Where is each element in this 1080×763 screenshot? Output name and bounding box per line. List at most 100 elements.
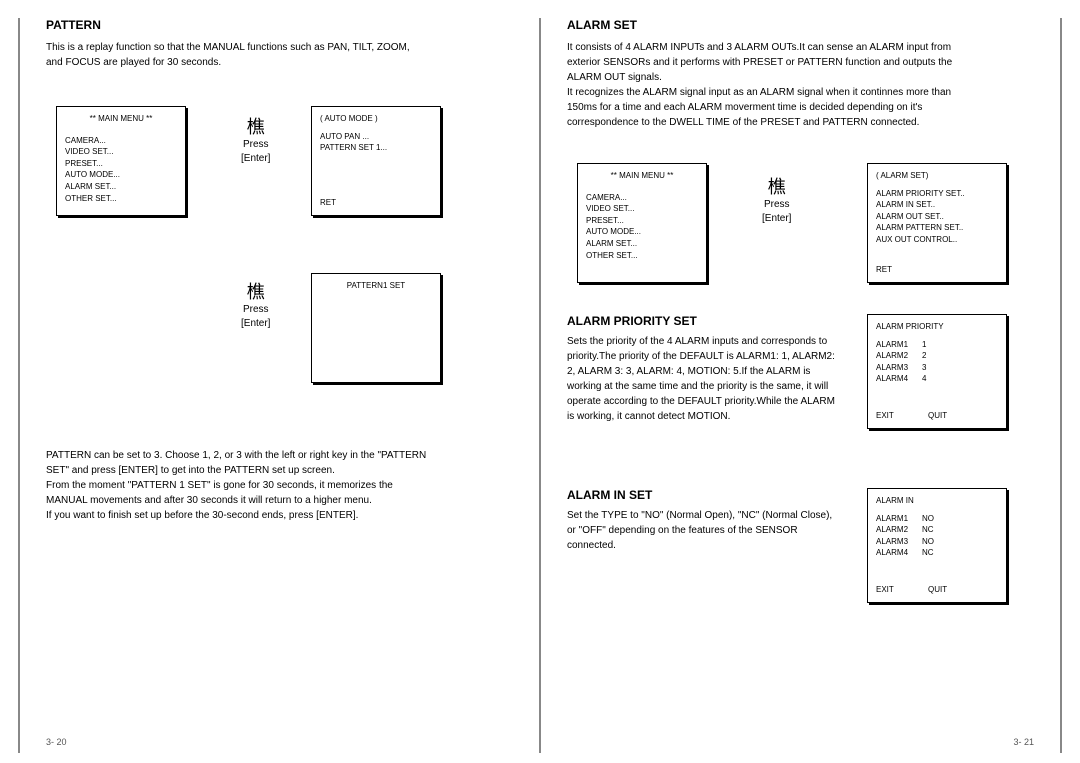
text-line: If you want to finish set up before the … bbox=[46, 508, 513, 523]
text-line: This is a replay function so that the MA… bbox=[46, 40, 513, 55]
text-line: 150ms for a time and each ALARM movermen… bbox=[567, 100, 1034, 115]
main-menu-box: ** MAIN MENU ** CAMERA... VIDEO SET... P… bbox=[56, 106, 186, 216]
text-line: It consists of 4 ALARM INPUTs and 3 ALAR… bbox=[567, 40, 1034, 55]
page-number: 3- 20 bbox=[46, 737, 67, 747]
ret-label: RET bbox=[320, 197, 336, 209]
quit-label: QUIT bbox=[928, 410, 947, 422]
text-line: operate according to the DEFAULT priorit… bbox=[567, 394, 857, 409]
text-line: and FOCUS are played for 30 seconds. bbox=[46, 55, 513, 70]
alarm-in-table: ALARM1NO ALARM2NC ALARM3NO ALARM4NC bbox=[876, 513, 948, 559]
text-line: connected. bbox=[567, 538, 857, 553]
cell: 2 bbox=[922, 350, 940, 362]
press-label: Press bbox=[241, 303, 270, 317]
menu-title: PATTERN1 SET bbox=[320, 280, 432, 292]
alarm-priority-box: ALARM PRIORITY ALARM11 ALARM22 ALARM33 A… bbox=[867, 314, 1007, 429]
menu-item: PRESET... bbox=[586, 215, 698, 227]
heading-pattern: PATTERN bbox=[46, 18, 513, 32]
menu-item: VIDEO SET... bbox=[586, 203, 698, 215]
menu-item: OTHER SET... bbox=[586, 250, 698, 262]
exit-label: EXIT bbox=[876, 410, 894, 422]
auto-mode-box: ( AUTO MODE ) AUTO PAN ... PATTERN SET 1… bbox=[311, 106, 441, 216]
heading-alarm-in: ALARM IN SET bbox=[567, 488, 652, 502]
heading-alarm-priority: ALARM PRIORITY SET bbox=[567, 314, 697, 328]
text-line: working at the same time and the priorit… bbox=[567, 379, 857, 394]
cell: NC bbox=[922, 547, 948, 559]
menu-item: PATTERN SET 1... bbox=[320, 142, 432, 154]
alarm-in-box: ALARM IN ALARM1NO ALARM2NC ALARM3NO ALAR… bbox=[867, 488, 1007, 603]
press-label: [Enter] bbox=[241, 317, 270, 331]
text-line: It recognizes the ALARM signal input as … bbox=[567, 85, 1034, 100]
page-right: ALARM SET It consists of 4 ALARM INPUTs … bbox=[549, 18, 1052, 753]
text-line: exterior SENSORs and it performs with PR… bbox=[567, 55, 1034, 70]
press-label: Press bbox=[762, 198, 791, 212]
menu-item: ALARM SET... bbox=[586, 238, 698, 250]
cell: NO bbox=[922, 536, 948, 548]
press-enter: 樵 Press [Enter] bbox=[762, 178, 791, 226]
cell: ALARM4 bbox=[876, 547, 922, 559]
press-label: Press bbox=[241, 138, 270, 152]
cell: 1 bbox=[922, 339, 940, 351]
cell: ALARM4 bbox=[876, 373, 922, 385]
menu-item: PRESET... bbox=[65, 158, 177, 170]
menu-item: VIDEO SET... bbox=[65, 146, 177, 158]
arrow-icon: 樵 bbox=[241, 118, 270, 136]
text-line: SET" and press [ENTER] to get into the P… bbox=[46, 463, 513, 478]
press-label: [Enter] bbox=[241, 152, 270, 166]
cell: ALARM1 bbox=[876, 513, 922, 525]
text-line: From the moment "PATTERN 1 SET" is gone … bbox=[46, 478, 513, 493]
text-line: PATTERN can be set to 3. Choose 1, 2, or… bbox=[46, 448, 513, 463]
divider-center bbox=[539, 18, 541, 753]
page-left: PATTERN This is a replay function so tha… bbox=[28, 18, 531, 753]
pattern-paragraph: PATTERN can be set to 3. Choose 1, 2, or… bbox=[46, 448, 513, 523]
menu-title: ** MAIN MENU ** bbox=[65, 113, 177, 125]
cell: NC bbox=[922, 524, 948, 536]
cell: NO bbox=[922, 513, 948, 525]
ret-label: RET bbox=[876, 264, 892, 276]
quit-label: QUIT bbox=[928, 584, 947, 596]
alarm-set-box: ( ALARM SET) ALARM PRIORITY SET.. ALARM … bbox=[867, 163, 1007, 283]
text-line: priority.The priority of the DEFAULT is … bbox=[567, 349, 857, 364]
menu-title: ALARM PRIORITY bbox=[876, 321, 998, 333]
press-enter: 樵 Press [Enter] bbox=[241, 118, 270, 166]
menu-title: ( ALARM SET) bbox=[876, 170, 998, 182]
page-number: 3- 21 bbox=[1013, 737, 1034, 747]
exit-label: EXIT bbox=[876, 584, 894, 596]
menu-item: AUTO MODE... bbox=[586, 226, 698, 238]
menu-item: AUX OUT CONTROL.. bbox=[876, 234, 998, 246]
divider-right bbox=[1060, 18, 1062, 753]
text-line: Set the TYPE to "NO" (Normal Open), "NC"… bbox=[567, 508, 857, 523]
text-line: is working, it cannot detect MOTION. bbox=[567, 409, 857, 424]
priority-paragraph: Sets the priority of the 4 ALARM inputs … bbox=[567, 334, 857, 424]
in-paragraph: Set the TYPE to "NO" (Normal Open), "NC"… bbox=[567, 508, 857, 553]
main-menu-box: ** MAIN MENU ** CAMERA... VIDEO SET... P… bbox=[577, 163, 707, 283]
menu-item: AUTO MODE... bbox=[65, 169, 177, 181]
menu-item: ALARM PATTERN SET.. bbox=[876, 222, 998, 234]
menu-title: ALARM IN bbox=[876, 495, 998, 507]
text-line: MANUAL movements and after 30 seconds it… bbox=[46, 493, 513, 508]
cell: 4 bbox=[922, 373, 940, 385]
pattern1-box: PATTERN1 SET bbox=[311, 273, 441, 383]
menu-item: CAMERA... bbox=[586, 192, 698, 204]
divider-left bbox=[18, 18, 20, 753]
cell: ALARM3 bbox=[876, 362, 922, 374]
menu-item: AUTO PAN ... bbox=[320, 131, 432, 143]
cell: ALARM2 bbox=[876, 524, 922, 536]
spread: PATTERN This is a replay function so tha… bbox=[0, 0, 1080, 763]
menu-title: ( AUTO MODE ) bbox=[320, 113, 432, 125]
menu-item: ALARM IN SET.. bbox=[876, 199, 998, 211]
text-line: correspondence to the DWELL TIME of the … bbox=[567, 115, 1034, 130]
menu-item: CAMERA... bbox=[65, 135, 177, 147]
menu-title: ** MAIN MENU ** bbox=[586, 170, 698, 182]
heading-alarm-set: ALARM SET bbox=[567, 18, 1034, 32]
text-line: or "OFF" depending on the features of th… bbox=[567, 523, 857, 538]
cell: 3 bbox=[922, 362, 940, 374]
menu-item: ALARM PRIORITY SET.. bbox=[876, 188, 998, 200]
menu-item: ALARM OUT SET.. bbox=[876, 211, 998, 223]
cell: ALARM3 bbox=[876, 536, 922, 548]
press-label: [Enter] bbox=[762, 212, 791, 226]
press-enter: 樵 Press [Enter] bbox=[241, 283, 270, 331]
cell: ALARM1 bbox=[876, 339, 922, 351]
arrow-icon: 樵 bbox=[241, 283, 270, 301]
text-line: ALARM OUT signals. bbox=[567, 70, 1034, 85]
arrow-icon: 樵 bbox=[762, 178, 791, 196]
